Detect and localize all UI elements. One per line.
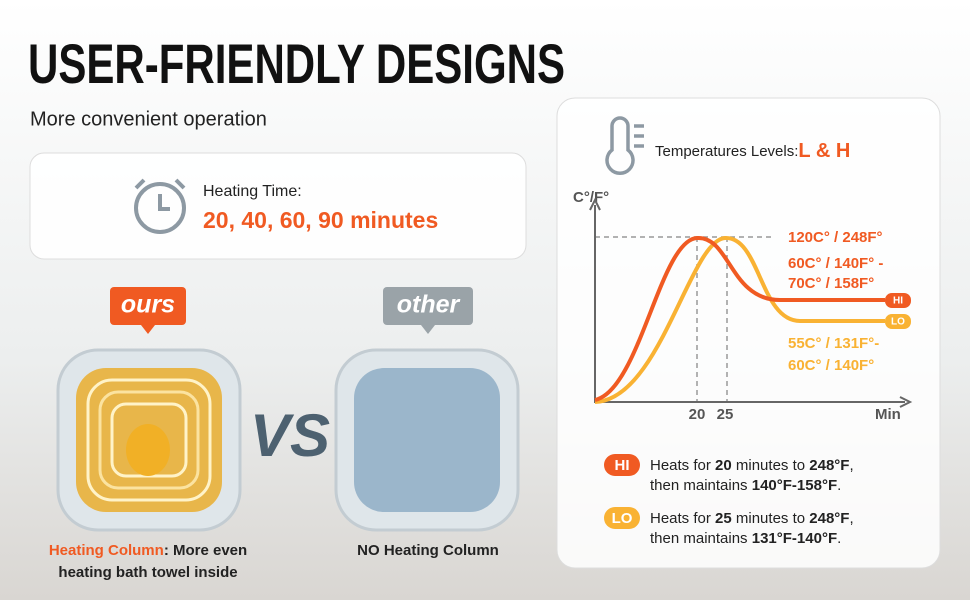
vs-text: VS [250,402,330,469]
caption-highlight: Heating Column [49,542,164,559]
panel-heading: Temperatures Levels:L & H [655,140,850,162]
levels: L & H [798,140,850,162]
note-line: Heats for 25 minutes to 248°F, [650,510,854,527]
ours-caption: Heating Column: More even [49,542,247,559]
note-text: minutes to [732,457,810,474]
note-text: Heats for [650,510,715,527]
ours-badge-text: ours [121,291,175,319]
note-badge [604,454,640,476]
note-line: Heats for 20 minutes to 248°F, [650,457,854,474]
lo-tag [885,314,911,329]
hi-range: 60C° / 140F° - [788,255,883,272]
y-axis-label: C°/F° [573,189,609,206]
note-text: , [849,510,853,527]
thermometer-icon [605,116,644,175]
x-tick-label: 20 [689,406,706,423]
title: USER-FRIENDLY DESIGNS [28,32,565,95]
lo-range: 55C° / 131F°- [788,335,879,352]
note-text: . [837,477,841,494]
hi-tag [885,293,911,308]
subtitle: More convenient operation [30,108,267,130]
temperature-panel [556,97,941,569]
other-pointer [421,325,435,334]
note-text: 248°F [809,510,849,527]
heating-value: 20, 40, 60, 90 minutes [203,207,438,233]
caption-text: : More even [164,542,247,559]
note-text: , [849,457,853,474]
caption-text: heating bath towel inside [58,564,237,581]
heading: Temperatures Levels: [655,143,798,160]
heating-label: Heating Time: [203,183,302,200]
x-axis-label: Min [875,406,901,423]
note-text: 140°F-158°F [752,477,837,494]
hi-tag-text: HI [893,296,903,307]
note-text: 20 [715,457,732,474]
hi-range: 70C° / 158F° [788,275,874,292]
x-tick-label: 25 [717,406,734,423]
note-badge-text: LO [612,510,633,527]
lo-curve [594,235,885,404]
lo-range: 60C° / 140F° [788,357,874,374]
note-text: 25 [715,510,732,527]
heating-card [29,152,527,260]
hi-curve [594,235,885,402]
ours-badge [110,287,186,325]
other-badge [383,287,473,325]
ours-device [56,348,242,532]
note-text: 131°F-140°F [752,530,837,547]
note-text: . [837,530,841,547]
note-text: 248°F [809,457,849,474]
note-line: then maintains 140°F-158°F. [650,477,841,494]
clock-icon [134,178,186,234]
other-badge-text: other [397,291,461,319]
lo-tag-text: LO [891,317,905,328]
note-text: minutes to [732,510,810,527]
note-line: then maintains 131°F-140°F. [650,530,841,547]
other-device [334,348,520,532]
note-badge [604,507,640,529]
peak-label: 120C° / 248F° [788,229,883,246]
other-caption: NO Heating Column [357,542,499,559]
note-text: then maintains [650,477,752,494]
note-badge-text: HI [615,457,630,474]
note-text: Heats for [650,457,715,474]
axis-arrows [589,197,913,408]
note-text: then maintains [650,530,752,547]
ours-pointer [141,325,155,334]
